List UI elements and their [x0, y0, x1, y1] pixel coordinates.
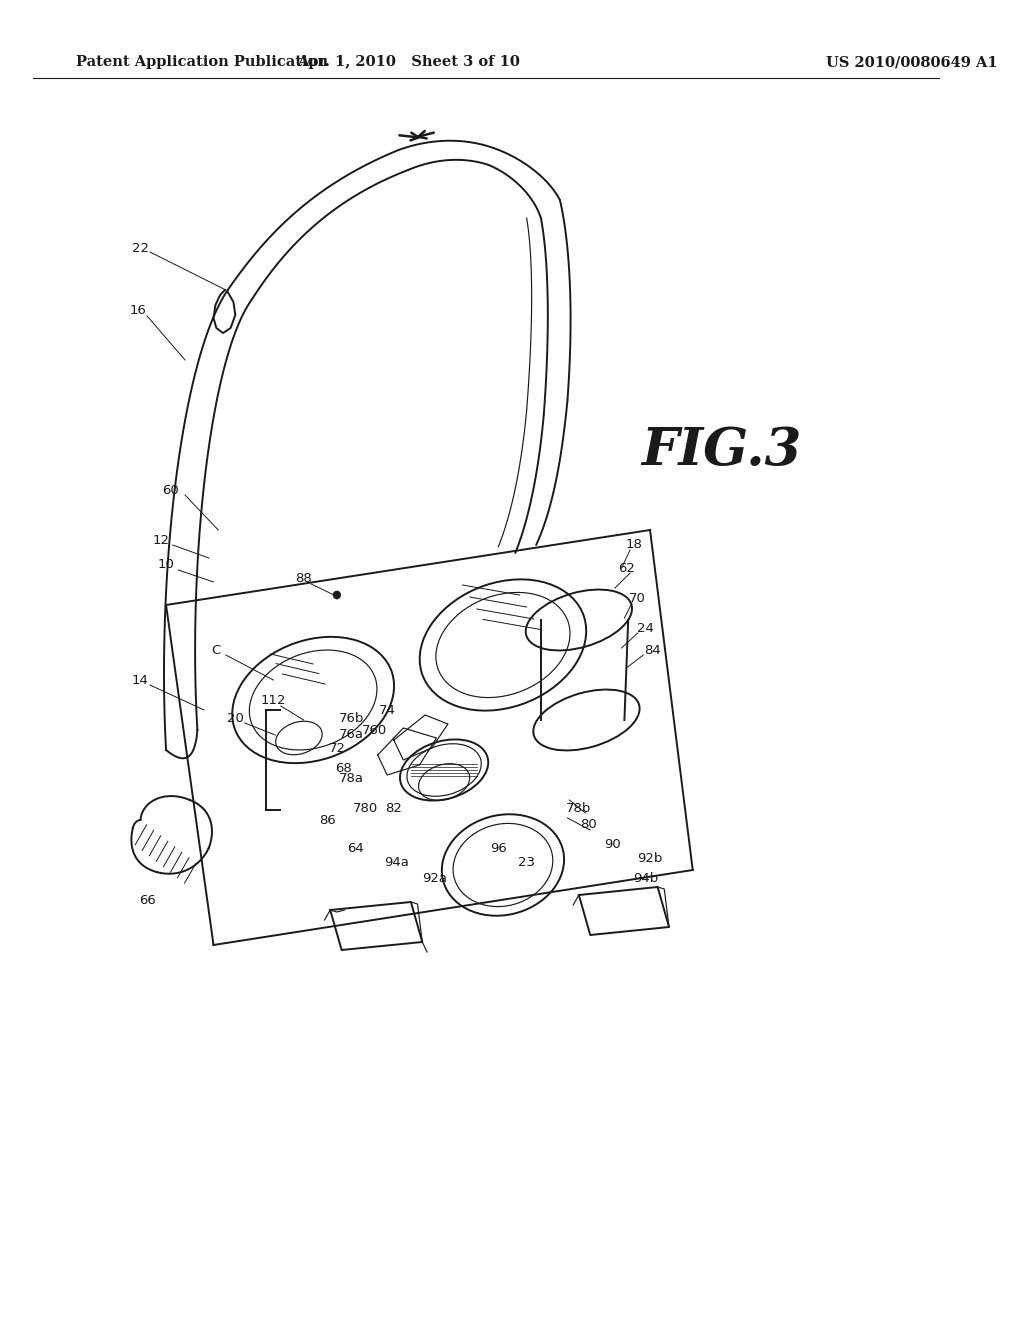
Text: Patent Application Publication: Patent Application Publication: [76, 55, 328, 69]
Text: 64: 64: [347, 842, 365, 854]
Text: 68: 68: [335, 762, 352, 775]
Text: 86: 86: [319, 813, 336, 826]
Text: C: C: [212, 644, 221, 656]
Text: 60: 60: [163, 483, 179, 496]
Text: 20: 20: [227, 711, 244, 725]
Text: 23: 23: [518, 855, 536, 869]
Text: 76b: 76b: [338, 711, 364, 725]
Text: 84: 84: [644, 644, 662, 656]
Text: 12: 12: [153, 533, 170, 546]
Text: Apr. 1, 2010   Sheet 3 of 10: Apr. 1, 2010 Sheet 3 of 10: [297, 55, 519, 69]
Text: US 2010/0080649 A1: US 2010/0080649 A1: [825, 55, 997, 69]
Text: 78a: 78a: [339, 771, 364, 784]
Text: 76a: 76a: [339, 729, 364, 742]
Text: 92b: 92b: [637, 851, 663, 865]
Text: 18: 18: [626, 539, 642, 552]
Text: 760: 760: [362, 723, 387, 737]
Text: 80: 80: [580, 818, 597, 832]
Text: 88: 88: [295, 572, 312, 585]
Text: 14: 14: [132, 673, 148, 686]
Text: 66: 66: [138, 894, 156, 907]
Text: 70: 70: [630, 591, 646, 605]
Text: 112: 112: [260, 693, 286, 706]
Ellipse shape: [333, 591, 341, 599]
Text: 96: 96: [489, 842, 507, 854]
Text: 72: 72: [329, 742, 345, 755]
Text: 62: 62: [617, 561, 635, 574]
Text: 74: 74: [379, 704, 395, 717]
Text: 780: 780: [352, 801, 378, 814]
Text: 16: 16: [129, 304, 146, 317]
Text: 94b: 94b: [633, 871, 657, 884]
Text: 82: 82: [385, 801, 402, 814]
Text: 22: 22: [132, 242, 148, 255]
Text: 92a: 92a: [422, 871, 447, 884]
Text: FIG.3: FIG.3: [641, 425, 802, 475]
Text: 78b: 78b: [566, 801, 592, 814]
Text: 24: 24: [637, 622, 653, 635]
Text: 10: 10: [158, 558, 174, 572]
Text: 90: 90: [604, 838, 621, 851]
Text: 94a: 94a: [384, 855, 410, 869]
